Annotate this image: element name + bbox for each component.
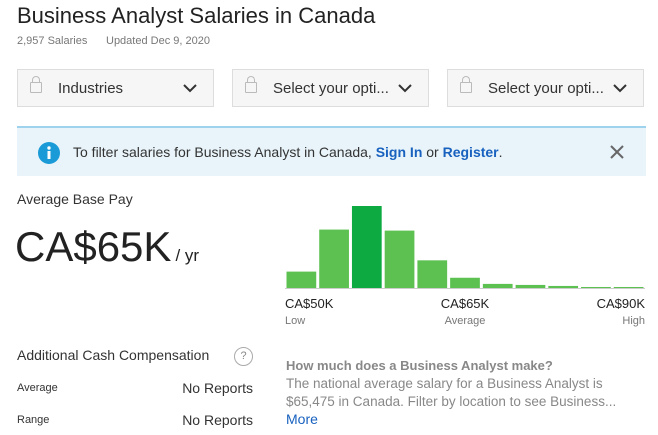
pay-label: Average Base Pay [17, 191, 133, 207]
row-value: No Reports [182, 380, 253, 396]
pay-unit: / yr [175, 246, 200, 265]
help-icon[interactable]: ? [234, 347, 253, 366]
register-link[interactable]: Register [442, 144, 499, 160]
chevron [183, 84, 197, 93]
histogram-bar [417, 260, 448, 288]
histogram: CA$50K Low CA$65K Average CA$90K High [285, 206, 646, 327]
row-value: No Reports [182, 412, 253, 428]
histogram-bar [482, 283, 513, 288]
histogram-bar [351, 206, 382, 288]
info-banner: To filter salaries for Business Analyst … [17, 126, 646, 176]
filter-dropdown[interactable]: Select your opti... [447, 69, 644, 107]
histogram-bar [450, 277, 480, 288]
row-label: Range [17, 414, 50, 426]
updated-date: Updated Dec 9, 2020 [106, 35, 210, 47]
banner-end: . [498, 144, 503, 160]
banner-text: To filter salaries for Business Analyst … [73, 144, 503, 160]
histogram-bar [286, 271, 317, 288]
filter-dropdown[interactable]: Select your opti... [232, 69, 429, 107]
axis-label: High [622, 315, 645, 327]
chevron [398, 84, 412, 93]
filter-label: Select your opti... [273, 80, 389, 97]
filter-dropdown[interactable]: Industries [17, 69, 214, 107]
chevron [613, 84, 627, 93]
filter-label: Industries [58, 80, 124, 97]
close-button[interactable] [610, 145, 624, 159]
filter-label: Select your opti... [488, 80, 604, 97]
banner-or: or [426, 144, 439, 160]
histogram-bar [515, 284, 546, 288]
about-text: The national average salary for a Busine… [286, 376, 617, 409]
histogram-bar [319, 229, 349, 288]
pay-amount: CA$65K / yr [15, 223, 199, 271]
histogram-bar [384, 230, 415, 288]
histogram-bar [613, 286, 644, 288]
more-link[interactable]: More [286, 411, 318, 427]
salary-count: 2,957 Salaries [17, 35, 88, 47]
axis-amount: CA$65K [441, 296, 490, 311]
histogram-bar [548, 285, 579, 288]
page-title: Business Analyst Salaries in Canada [17, 3, 376, 28]
pay-value: CA$65K [15, 223, 172, 270]
row-label: Average [17, 382, 58, 394]
info-icon [38, 142, 60, 164]
sign-in-link[interactable]: Sign In [375, 144, 423, 160]
banner-message: To filter salaries for Business Analyst … [73, 144, 372, 160]
axis-amount: CA$90K [597, 296, 646, 311]
histogram-bar [581, 286, 611, 288]
axis-amount: CA$50K [285, 296, 334, 311]
axis-label: Average [445, 315, 486, 327]
axis-label: Low [285, 315, 305, 327]
additional-title: Additional Cash Compensation [17, 347, 210, 363]
about-question: How much does a Business Analyst make? [286, 358, 553, 373]
